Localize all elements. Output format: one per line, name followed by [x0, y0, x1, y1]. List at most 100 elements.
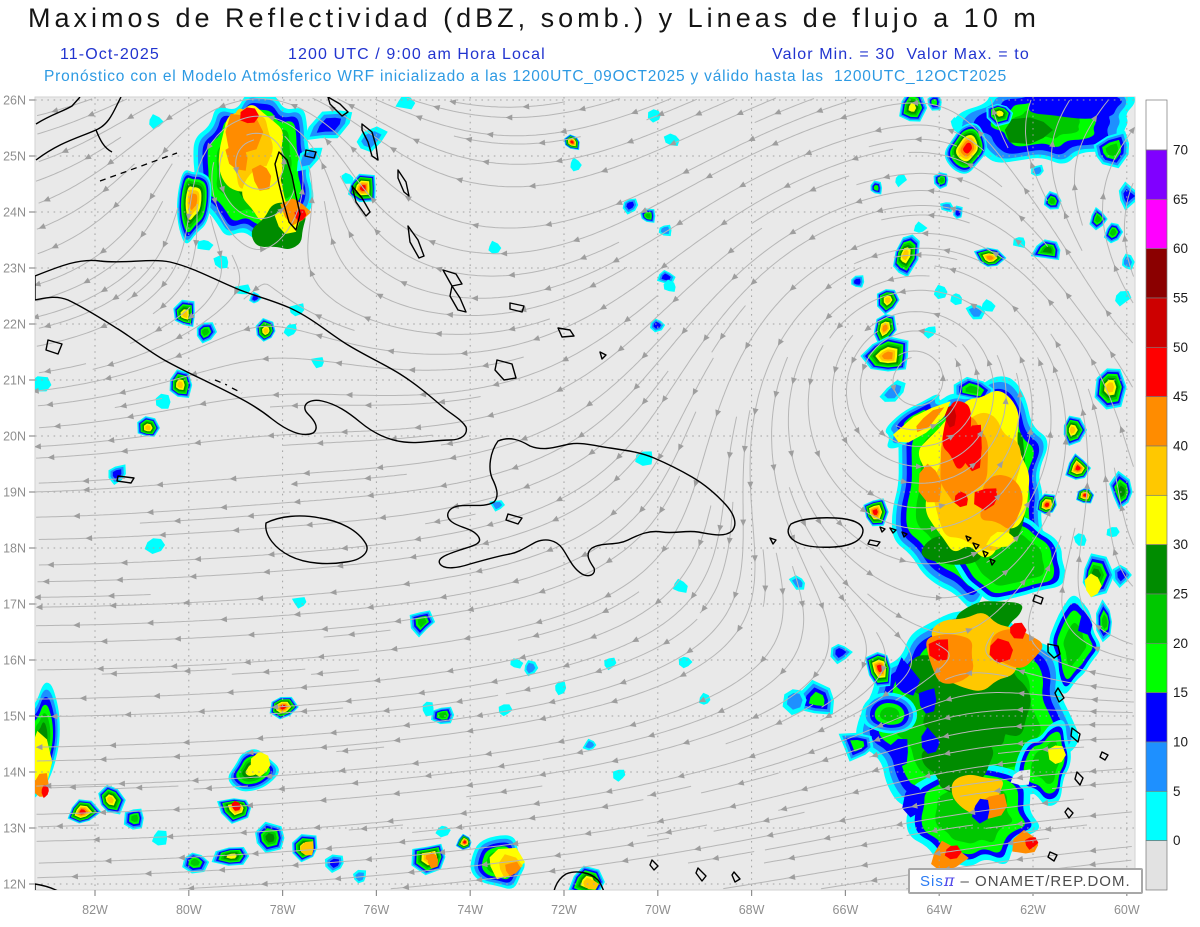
colorbar-label: 10 — [1173, 735, 1188, 750]
colorbar-label: 45 — [1173, 389, 1188, 404]
coastline — [599, 351, 607, 360]
page-title: Maximos de Reflectividad (dBZ, somb.) y … — [28, 3, 1040, 33]
coastline — [972, 542, 980, 550]
lat-label: 18N — [3, 542, 26, 556]
lat-label: 24N — [3, 206, 26, 220]
colorbar-segment — [1145, 248, 1168, 299]
coastline — [649, 859, 659, 871]
coastline — [35, 97, 81, 125]
lat-label: 20N — [3, 430, 26, 444]
lat-label: 22N — [3, 318, 26, 332]
coastline — [449, 285, 467, 313]
colorbar-label: 40 — [1173, 439, 1188, 454]
coastline — [989, 558, 996, 566]
colorbar-segment — [1145, 544, 1168, 595]
colorbar-segment — [1145, 149, 1168, 200]
lat-label: 23N — [3, 262, 26, 276]
lon-label: 82W — [82, 903, 108, 917]
coastline — [731, 871, 741, 883]
coastline — [494, 359, 517, 381]
colorbar-segment — [1145, 297, 1168, 348]
lat-label: 13N — [3, 822, 26, 836]
lon-label: 62W — [1020, 903, 1046, 917]
coastline — [557, 327, 575, 338]
forecast-note: Pronóstico con el Modelo Atmósferico WRF… — [44, 68, 1008, 85]
colorbar-label: 60 — [1173, 241, 1188, 256]
coastline — [1047, 851, 1058, 862]
lat-label: 25N — [3, 150, 26, 164]
coastline — [1074, 771, 1084, 786]
coastline — [1070, 727, 1081, 743]
axes: 26N 25N 24N 23N 22N 21N 20N 19N 18N 17N 16N 15N 14N 1… — [3, 94, 1140, 918]
credit-box: Sisπ – ONAMET/REP.DOM. — [908, 868, 1143, 894]
coastline — [509, 302, 525, 313]
colorbar-segment — [1145, 445, 1168, 496]
colorbar-segment — [1145, 790, 1168, 842]
colorbar-segment — [1145, 99, 1168, 151]
coastline — [889, 527, 897, 534]
lon-label: 78W — [270, 903, 296, 917]
coastline — [45, 339, 63, 355]
lon-label: 74W — [457, 903, 483, 917]
coastline — [867, 539, 881, 547]
lat-label: 14N — [3, 766, 26, 780]
credit-pi-icon: π — [943, 871, 956, 890]
colorbar-label: 20 — [1173, 636, 1188, 651]
colorbar-segment — [1145, 642, 1168, 694]
coastline — [35, 883, 58, 890]
coastline — [505, 513, 523, 525]
colorbar-label: 30 — [1173, 537, 1188, 552]
coastline — [95, 129, 113, 153]
colorbar-label: 55 — [1173, 291, 1188, 306]
lat-label: 15N — [3, 710, 26, 724]
coastline — [1054, 687, 1065, 703]
lon-label: 80W — [176, 903, 202, 917]
lat-label: 21N — [3, 374, 26, 388]
credit-org: – ONAMET/REP.DOM. — [955, 873, 1131, 890]
coastline — [695, 867, 707, 882]
coastline — [407, 225, 425, 259]
coastline — [116, 475, 135, 484]
coastline — [965, 535, 972, 542]
colorbar-label: 65 — [1173, 192, 1188, 207]
lon-label: 76W — [364, 903, 390, 917]
colorbar-segment — [1145, 593, 1168, 644]
coastline — [438, 438, 736, 577]
header-row: 11-Oct-2025 1200 UTC / 9:00 am Hora Loca… — [0, 46, 1200, 66]
colorbar-label: 35 — [1173, 488, 1188, 503]
coastline-keys — [214, 379, 228, 386]
coastline — [901, 531, 908, 538]
coastline — [442, 269, 463, 287]
colorbar-segment — [1145, 840, 1168, 891]
lon-label: 60W — [1114, 903, 1140, 917]
coastline — [1064, 807, 1074, 819]
coastline — [361, 123, 379, 161]
lon-label: 64W — [926, 903, 952, 917]
value-min-max: Valor Min. = 30 Valor Max. = to — [772, 46, 1030, 63]
colorbar-segment — [1145, 198, 1168, 250]
coastline — [787, 517, 864, 548]
coastline — [1047, 643, 1061, 659]
lat-label: 19N — [3, 486, 26, 500]
flow-arrowheads — [35, 99, 1135, 890]
lon-label: 66W — [833, 903, 859, 917]
colorbar-label: 25 — [1173, 587, 1188, 602]
lon-label: 68W — [739, 903, 765, 917]
coastlines — [35, 97, 1109, 890]
colorbar-label: 5 — [1173, 784, 1181, 799]
coastline — [397, 169, 410, 197]
lat-label: 17N — [3, 598, 26, 612]
coastline — [1099, 751, 1109, 761]
coastline — [553, 871, 605, 890]
coastline — [879, 526, 886, 533]
coastline — [982, 550, 989, 558]
lat-label: 12N — [3, 878, 26, 892]
colorbar-segment — [1145, 396, 1168, 447]
run-date: 11-Oct-2025 — [60, 46, 160, 63]
coastline — [265, 515, 368, 565]
lon-label: 70W — [645, 903, 671, 917]
coastline — [327, 97, 349, 117]
coastline — [304, 149, 317, 159]
